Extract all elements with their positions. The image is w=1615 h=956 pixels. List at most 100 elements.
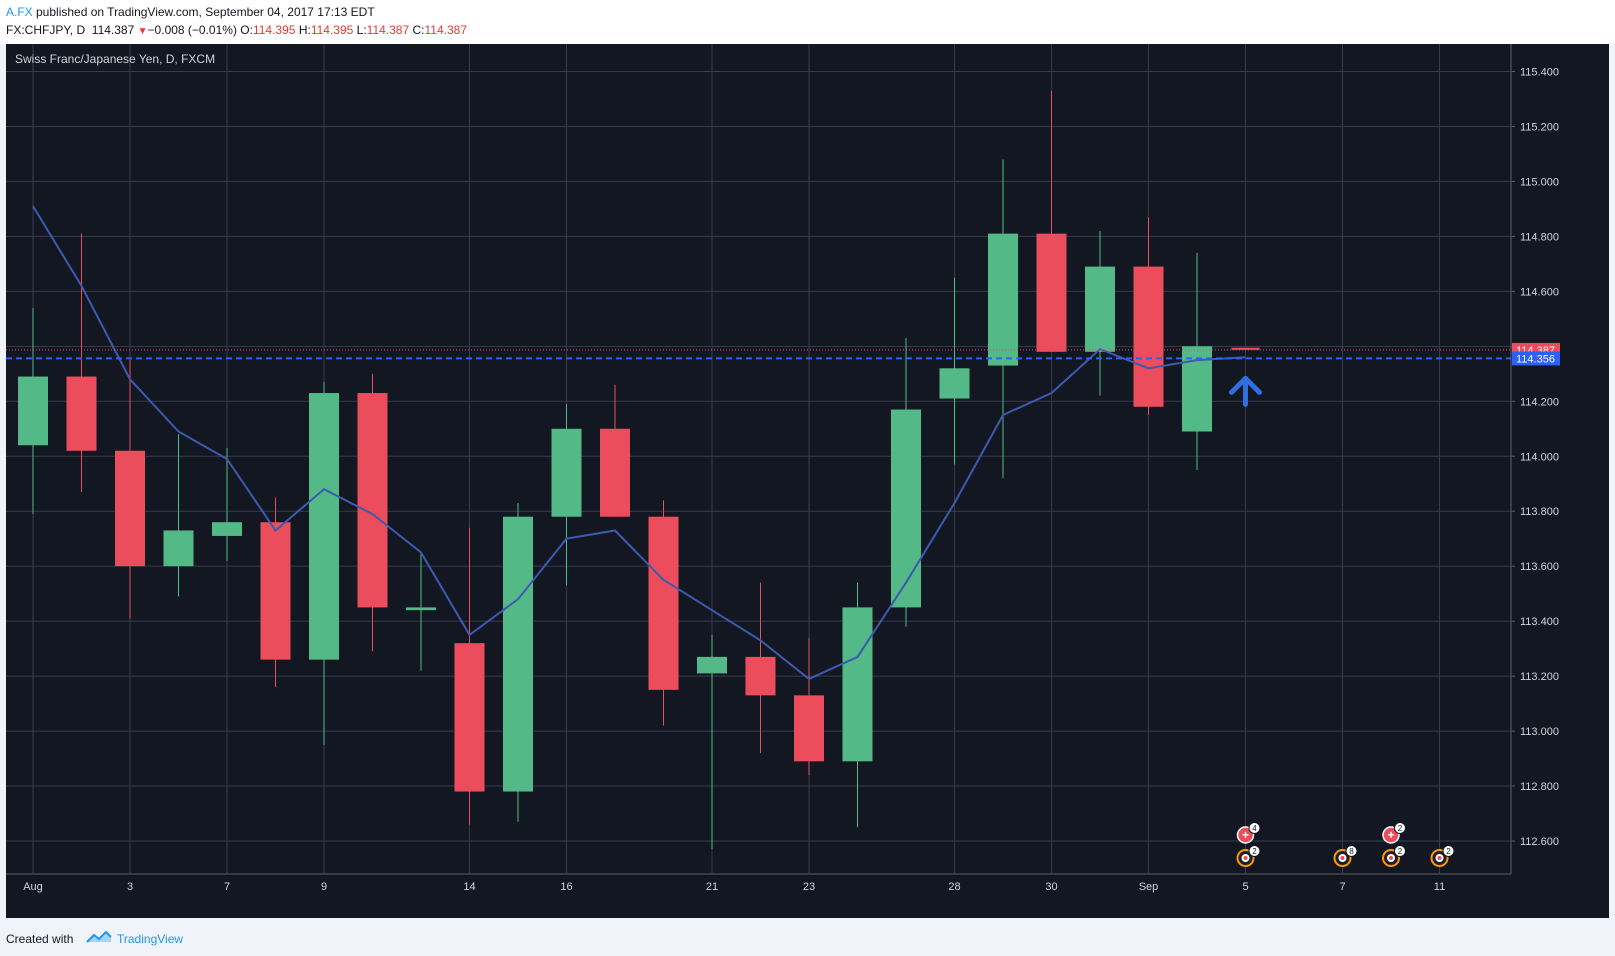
candle-up [309,393,339,660]
x-axis: Aug 3 7 9 14 16 21 23 28 30 Sep 5 7 11 [23,881,1445,893]
event-count-label: 2 [1398,824,1403,833]
y-tick-label: 114.000 [1520,451,1559,463]
close-value: 114.387 [424,23,468,37]
candle-up [939,368,970,399]
candle-down [357,393,388,608]
x-tick-label: Sep [1139,881,1159,893]
candle-up [212,522,242,536]
event-count-label: 2 [1252,847,1257,856]
y-tick-label: 115.000 [1520,176,1559,188]
event-count-label: 2 [1446,847,1451,856]
y-tick-label: 113.400 [1520,616,1559,628]
down-arrow-icon: ▼ [137,26,148,37]
candle-down [794,695,824,762]
candle-up [18,376,48,446]
x-tick-label: 30 [1045,881,1057,893]
x-tick-label: 7 [1339,881,1345,893]
x-tick-label: 23 [803,881,815,893]
plus-icon: + [1242,828,1249,842]
high-label: H: [298,23,311,37]
candle-up [697,656,727,674]
y-tick-label: 114.600 [1520,286,1559,298]
grid-lines [6,44,1511,874]
close-label: C: [412,23,425,37]
candle-down [66,376,97,451]
tradingview-link[interactable]: TradingView [117,932,184,946]
publish-info: A.FX published on TradingView.com, Septe… [6,5,375,19]
candle-down [1036,233,1067,352]
dashed-level-tag [1512,351,1560,366]
price-change: −0.008 (−0.01%) [147,23,237,37]
x-tick-label: 28 [948,881,960,893]
x-tick-label: 11 [1434,881,1445,893]
chart-container[interactable]: 115.400115.200115.000114.800114.600114.4… [6,44,1609,918]
y-tick-label: 112.600 [1520,836,1559,848]
open-label: O: [240,23,253,37]
candle-up [406,607,436,611]
footer: Created with TradingView [0,918,1615,956]
candle-down [260,522,291,660]
created-with-text: Created with [6,932,74,946]
y-tick-label: 114.200 [1520,396,1559,408]
event-count-badge [1394,822,1406,834]
x-tick-label: 7 [224,881,230,893]
candles [18,90,1260,850]
event-count-label: 2 [1398,847,1403,856]
candle-up [163,530,194,567]
event-inner-dot-icon [1340,856,1345,860]
x-tick-label: 3 [127,881,133,893]
y-tick-label: 115.400 [1520,66,1559,78]
candle-up [503,516,533,792]
chart-title: Swiss Franc/Japanese Yen, D, FXCM [15,52,215,66]
x-tick-label: 21 [706,881,718,893]
last-price: 114.387 [91,23,135,37]
event-count-badge [1345,845,1358,857]
event-count-label: 8 [1349,847,1354,856]
tradingview-logo-icon[interactable] [86,929,112,945]
candle-up [988,233,1018,366]
candle-up [1085,266,1115,352]
y-tick-label: 113.800 [1520,506,1559,518]
x-tick-label: 14 [463,881,475,893]
author-link[interactable]: A.FX [6,5,33,19]
y-tick-label: 112.800 [1520,781,1559,793]
dashed-level-label: 114.356 [1516,353,1555,365]
open-value: 114.395 [252,23,296,37]
candle-up [551,428,582,517]
y-tick-label: 113.000 [1520,726,1559,738]
event-inner-dot-icon [1243,856,1248,860]
event-inner-dot-icon [1437,856,1442,860]
high-value: 114.395 [310,23,354,37]
price-chart[interactable]: 115.400115.200115.000114.800114.600114.4… [6,44,1609,918]
x-tick-label: Aug [23,881,43,893]
x-tick-label: 9 [321,881,327,893]
x-tick-label: 16 [560,881,572,893]
candle-down [1133,266,1164,407]
price-scale[interactable] [1511,44,1609,918]
y-tick-label: 113.600 [1520,561,1559,573]
event-inner-dot-icon [1389,856,1393,860]
ma-line [32,205,1246,681]
moving-average [32,205,1246,681]
plus-icon: + [1387,828,1394,842]
symbol-label: FX:CHFJPY, D [6,23,86,37]
published-text: published on TradingView.com, September … [32,5,375,19]
x-tick-label: 5 [1242,881,1248,893]
candle-up [842,607,873,762]
event-count-badge [1248,845,1261,857]
ohlc-legend: FX:CHFJPY, D 114.387 ▼−0.008 (−0.01%) O:… [6,23,467,37]
y-tick-label: 114.800 [1520,231,1559,243]
time-scale[interactable] [6,874,1511,918]
publish-header: A.FX published on TradingView.com, Septe… [0,0,1615,44]
candle-down [115,450,145,567]
event-markers: +4 2 8 + 2 2 2 [1236,822,1455,867]
candle-down [600,428,630,517]
plot-area[interactable] [6,44,1511,874]
event-count-badge [1442,845,1455,857]
y-tick-label: 113.200 [1520,671,1559,683]
low-value: 114.387 [366,23,410,37]
y-tick-label: 115.200 [1520,121,1559,133]
event-count-badge [1394,845,1406,857]
candle-down [745,656,776,696]
